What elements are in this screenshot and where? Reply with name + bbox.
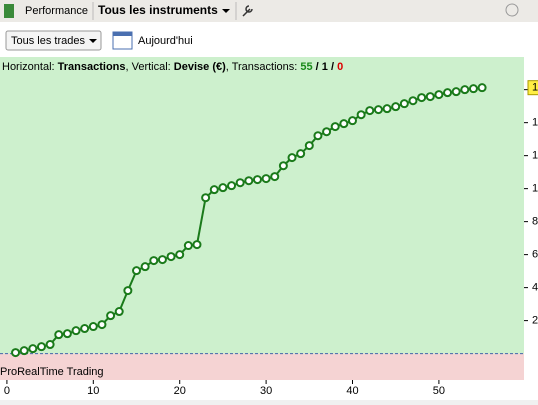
data-point	[218, 183, 228, 193]
data-point	[123, 286, 133, 296]
data-point	[244, 176, 254, 186]
data-point	[97, 320, 107, 330]
loss-count: 0	[337, 61, 343, 73]
data-point	[11, 348, 21, 358]
watermark: ProRealTime Trading	[0, 366, 104, 378]
x-axis-area	[0, 380, 524, 400]
y-tick-label: 4	[532, 282, 538, 294]
data-point	[252, 175, 262, 185]
share-icon[interactable]	[505, 3, 519, 17]
data-point	[425, 92, 435, 102]
data-point	[468, 84, 478, 94]
data-point	[209, 185, 219, 195]
date-label: Aujourd'hui	[138, 35, 193, 47]
data-point	[28, 344, 38, 354]
data-point	[201, 193, 211, 203]
data-point	[348, 116, 358, 126]
data-point	[382, 104, 392, 114]
trades-dropdown[interactable]	[5, 30, 102, 51]
x-tick-label: 40	[346, 385, 358, 397]
y-tick-label: 12	[532, 150, 538, 162]
data-point	[227, 181, 237, 191]
data-point	[80, 324, 90, 334]
header-text: , Vertical:	[126, 61, 174, 73]
data-point	[408, 96, 418, 106]
x-tick-label: 20	[174, 385, 186, 397]
data-point	[313, 131, 323, 141]
header-text: /	[328, 61, 337, 73]
data-point	[270, 172, 280, 182]
data-point	[183, 241, 193, 251]
x-tick-label: 10	[87, 385, 99, 397]
data-point	[477, 83, 487, 93]
data-point	[304, 141, 314, 151]
data-point	[417, 93, 427, 103]
y-tick-label: 8	[532, 216, 538, 228]
data-point	[54, 330, 64, 340]
data-point	[192, 240, 202, 250]
data-point	[175, 250, 185, 260]
data-point	[330, 122, 340, 132]
data-point	[356, 110, 366, 120]
data-point	[71, 326, 81, 336]
tab[interactable]: Performance	[25, 5, 88, 17]
header-text: Transactions	[58, 61, 126, 73]
current-value-label: 16.12	[532, 82, 538, 94]
data-point	[443, 88, 453, 98]
header-text: , Transactions:	[226, 61, 301, 73]
data-point	[140, 262, 150, 272]
data-point	[36, 342, 46, 352]
data-point	[365, 106, 375, 116]
current-value-box	[527, 80, 538, 96]
data-point	[434, 90, 444, 100]
win-count: 55	[300, 61, 312, 73]
data-point	[451, 87, 461, 97]
data-point	[157, 255, 167, 265]
y-tick-label: 10	[532, 183, 538, 195]
data-point	[132, 266, 142, 276]
trades-label: Tous les trades	[11, 35, 85, 47]
data-point	[261, 174, 271, 184]
chart-header: Horizontal: Transactions, Vertical: Devi…	[2, 61, 343, 73]
data-point	[391, 102, 401, 112]
x-tick-label: 0	[4, 385, 10, 397]
data-point	[166, 252, 176, 262]
data-point	[114, 307, 124, 317]
y-axis-area	[524, 57, 538, 400]
y-tick-label: 2	[532, 315, 538, 327]
calendar-top	[113, 32, 132, 36]
data-point	[19, 346, 29, 356]
data-point	[373, 105, 383, 115]
data-point	[149, 256, 159, 266]
data-point	[339, 119, 349, 129]
dropdown-arrow	[89, 39, 97, 43]
negative-area	[0, 353, 524, 380]
data-point	[296, 149, 306, 159]
data-point	[278, 161, 288, 171]
data-point	[399, 99, 409, 109]
neutral-count: 1	[322, 61, 328, 73]
x-tick-label: 30	[260, 385, 272, 397]
y-tick-label: 14	[532, 117, 538, 129]
y-tick-label: 6	[532, 249, 538, 261]
header-text: Devise (€)	[174, 61, 226, 73]
header-text: Horizontal:	[2, 61, 58, 73]
data-point	[88, 322, 98, 332]
data-point	[322, 127, 332, 137]
toolbar	[0, 0, 538, 22]
instruments-dropdown[interactable]: Tous les instruments	[98, 3, 218, 17]
data-point	[62, 329, 72, 339]
icon	[4, 4, 14, 18]
settings-icon[interactable]	[242, 5, 253, 17]
header-text: /	[313, 61, 322, 73]
data-point	[287, 153, 297, 163]
dropdown-arrow	[222, 9, 230, 13]
data-point	[106, 311, 116, 321]
data-point	[45, 340, 55, 350]
data-point	[235, 178, 245, 188]
x-tick-label: 50	[433, 385, 445, 397]
data-point	[460, 85, 470, 95]
